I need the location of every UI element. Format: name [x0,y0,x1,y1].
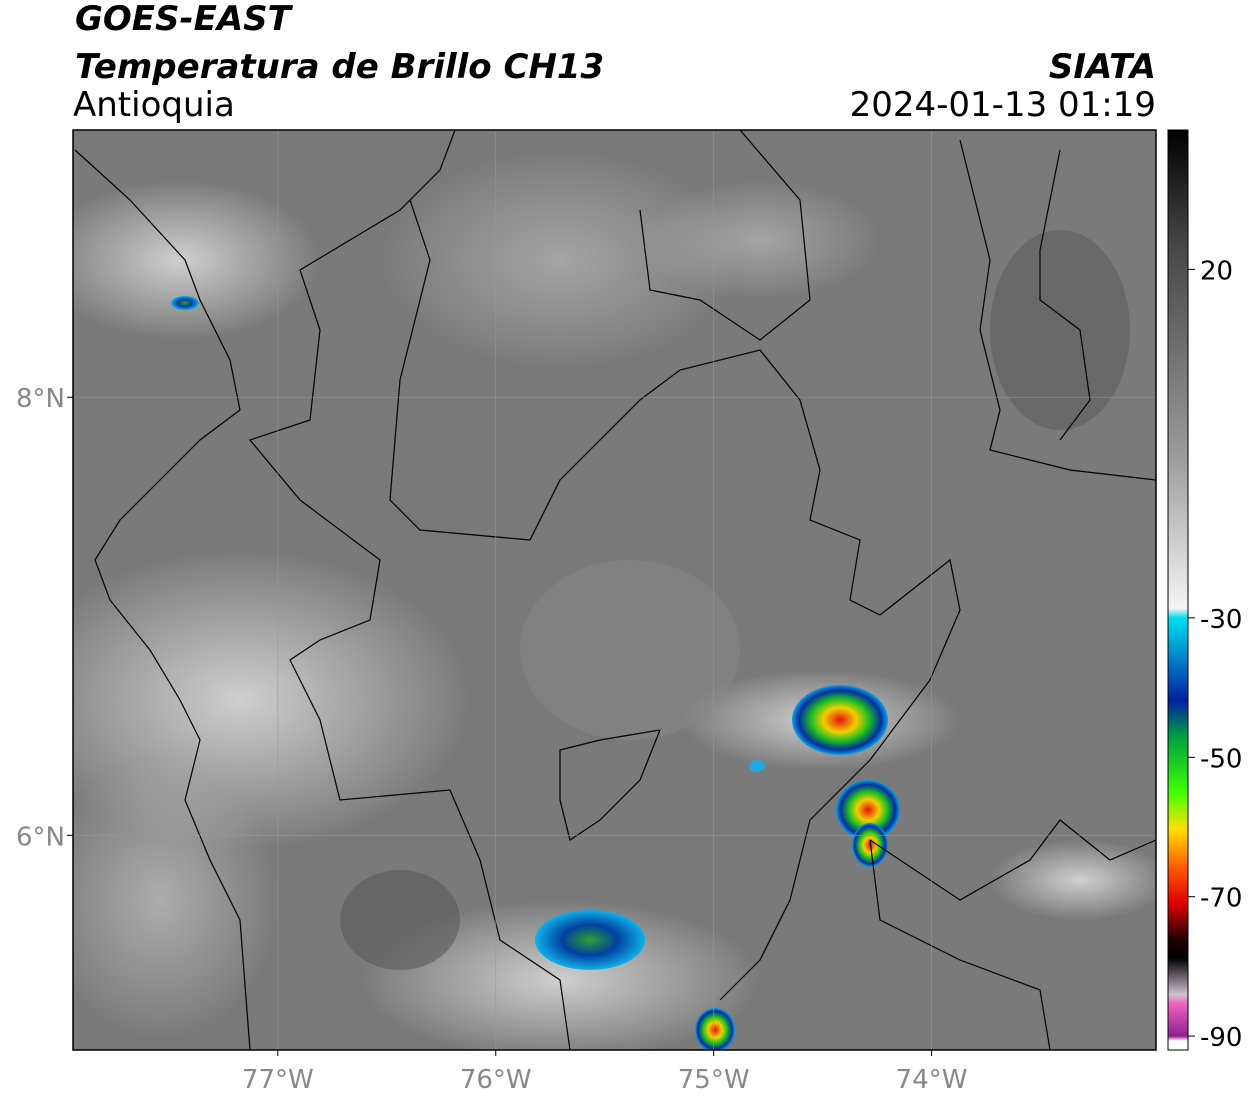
colorbar-tick-label: -50 [1200,744,1242,774]
map-frame [72,129,1157,1051]
colorbar [1167,129,1189,1051]
boundaries [74,130,1156,1050]
lon-tick-label: 76°W [460,1065,532,1095]
colorbar-tick-label: 20 [1200,256,1233,286]
lon-tick-label: 75°W [678,1065,750,1095]
convective-cells [171,296,900,1050]
colorbar-tick-label: -70 [1200,884,1242,914]
brand: SIATA [1049,47,1156,87]
region: Antioquia [73,85,235,125]
title: GOES-EAST [75,0,294,39]
datetime: 2024-01-13 01:19 [850,85,1156,125]
subtitle: Temperatura de Brillo CH13 [75,47,604,87]
cloud-field [73,150,1156,1050]
lon-tick-label: 74°W [896,1065,968,1095]
lat-tick-label: 8°N [16,384,65,414]
colorbar-tick-label: -90 [1200,1023,1242,1053]
colorbar-tick-label: -30 [1200,605,1242,635]
lat-tick-label: 6°N [16,822,65,852]
lon-tick-label: 77°W [242,1065,314,1095]
map-area [73,130,1156,1050]
